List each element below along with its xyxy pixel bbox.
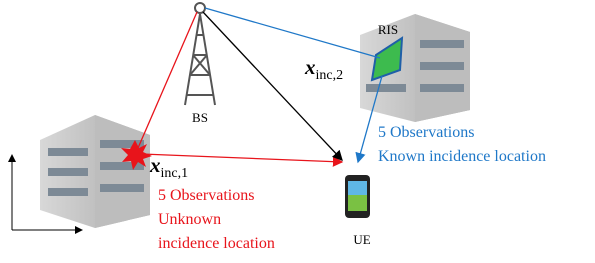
building-left [40, 115, 150, 228]
ris-symbol: xinc,2 [304, 55, 343, 83]
known-line: Known incidence location [378, 148, 546, 165]
scatter-symbol: xinc,1 [149, 153, 188, 181]
bs-label: BS [192, 110, 208, 125]
unknown-line: 5 Observations [158, 187, 254, 204]
unknown-line: Unknown [158, 211, 221, 228]
known-line: 5 Observations [378, 124, 474, 141]
symbol: x [149, 153, 161, 177]
link-scatterer-ue [142, 154, 342, 162]
symbol: x [304, 55, 316, 79]
link-bs-ris [205, 8, 380, 58]
unknown-line: incidence location [158, 235, 275, 252]
subscript: inc,1 [161, 166, 189, 181]
ris-label: RIS [378, 22, 398, 37]
bs-tower [185, 3, 215, 105]
diagram: BS RIS UE xinc,2 xinc,1 5 Observations K… [0, 0, 595, 263]
subscript: inc,2 [316, 68, 344, 83]
ue-phone [345, 175, 370, 218]
ue-label: UE [353, 232, 370, 247]
link-bs-ue [203, 12, 342, 160]
